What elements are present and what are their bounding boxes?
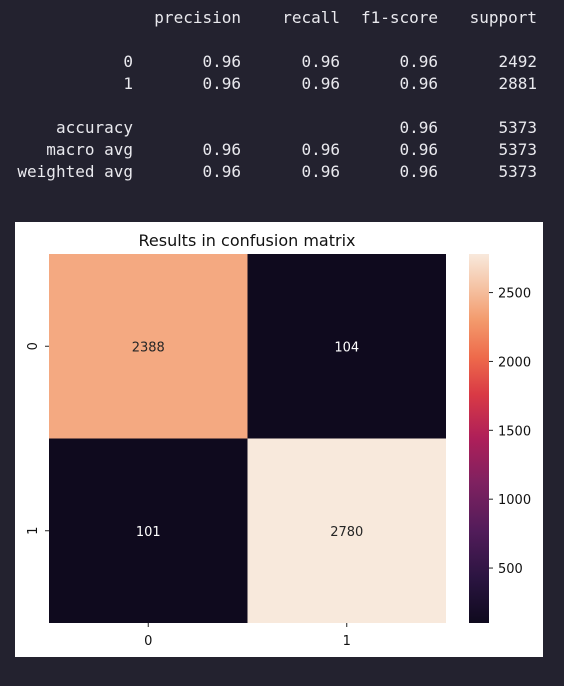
report-row-1-recall: 0.96 <box>301 74 340 93</box>
colorbar-axis: 500 1000 1500 2000 2500 <box>489 287 531 577</box>
report-row-weighted-avg-f1: 0.96 <box>399 162 438 181</box>
report-row-0-precision: 0.96 <box>202 52 241 71</box>
report-row-accuracy-f1: 0.96 <box>399 118 438 137</box>
colorbar-tick-label: 2000 <box>498 355 531 370</box>
report-row-weighted-avg-precision: 0.96 <box>202 162 241 181</box>
report-row-0-f1: 0.96 <box>399 52 438 71</box>
report-row-0-label: 0 <box>123 52 133 71</box>
report-header-f1-score: f1-score <box>360 8 438 27</box>
heatmap-value-label: 2780 <box>330 525 363 540</box>
report-row-accuracy-support: 5373 <box>498 118 537 137</box>
x-tick-label: 0 <box>144 634 152 649</box>
report-row-accuracy-label: accuracy <box>55 118 133 137</box>
report-row-0-support: 2492 <box>498 52 537 71</box>
heatmap-cell-1-1 <box>247 438 446 623</box>
report-row-macro-avg-label: macro avg <box>46 140 133 159</box>
heatmap-value-label: 101 <box>136 525 161 540</box>
report-header-recall: recall <box>282 8 340 27</box>
colorbar-tick-label: 500 <box>498 562 523 577</box>
heatmap-cells: 2388 104 101 2780 <box>49 254 446 623</box>
y-tick-label: 0 <box>26 342 41 350</box>
report-row-weighted-avg-recall: 0.96 <box>301 162 340 181</box>
heatmap-value-label: 2388 <box>132 340 165 355</box>
report-row-macro-avg-precision: 0.96 <box>202 140 241 159</box>
report-row-weighted-avg-label: weighted avg <box>17 162 133 181</box>
heatmap-cell-1-0 <box>49 438 248 623</box>
y-tick-label: 1 <box>26 527 41 535</box>
report-row-macro-avg-support: 5373 <box>498 140 537 159</box>
colorbar-tick-label: 1000 <box>498 493 531 508</box>
x-tick-label: 1 <box>343 634 351 649</box>
report-row-1-f1: 0.96 <box>399 74 438 93</box>
report-header-precision: precision <box>154 8 241 27</box>
report-row-weighted-avg-support: 5373 <box>498 162 537 181</box>
report-row-1-label: 1 <box>123 74 133 93</box>
report-row-macro-avg-recall: 0.96 <box>301 140 340 159</box>
report-row-1-precision: 0.96 <box>202 74 241 93</box>
report-header-support: support <box>469 8 537 27</box>
classification-report: precision recall f1-score support 0 0.96 0.96 0… <box>0 0 564 200</box>
colorbar <box>469 254 489 623</box>
y-axis: 01 <box>26 342 49 535</box>
report-row-macro-avg-f1: 0.96 <box>399 140 438 159</box>
heatmap-value-label: 104 <box>334 340 359 355</box>
report-row-0-recall: 0.96 <box>301 52 340 71</box>
heatmap-cell-0-0 <box>49 254 248 439</box>
report-row-1-support: 2881 <box>498 74 537 93</box>
confusion-matrix-figure: Results in confusion matrix 2388 104 101 27… <box>15 222 543 657</box>
colorbar-tick-label: 1500 <box>498 424 531 439</box>
chart-title: Results in confusion matrix <box>139 231 356 250</box>
heatmap-cell-0-1 <box>247 254 446 439</box>
colorbar-tick-label: 2500 <box>498 287 531 302</box>
